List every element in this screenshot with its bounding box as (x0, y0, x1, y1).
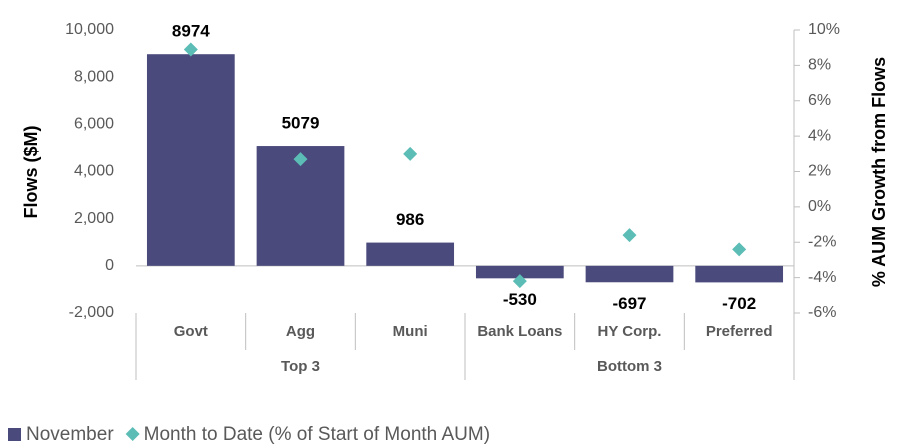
y2-tick-label: 4% (808, 127, 831, 144)
x-tick-label: Muni (393, 323, 428, 340)
y-tick-label: 0 (105, 257, 114, 274)
marker (512, 274, 527, 289)
y2-tick-label: 10% (808, 21, 840, 38)
data-label: 5079 (282, 114, 320, 133)
marker (403, 146, 418, 161)
x-tick-label: Bank Loans (477, 323, 562, 340)
legend-label: Month to Date (% of Start of Month AUM) (144, 424, 490, 445)
y2-tick-label: 6% (808, 92, 831, 109)
y2-tick-label: -4% (808, 269, 836, 286)
legend-swatch (125, 427, 140, 441)
y2-axis-label: % AUM Growth from Flows (869, 57, 889, 287)
data-label: 8974 (172, 22, 210, 41)
y2-tick-label: -2% (808, 233, 836, 250)
y-tick-label: 2,000 (74, 210, 114, 227)
y-tick-label: 10,000 (65, 21, 114, 38)
bar (695, 265, 784, 283)
data-label: -702 (722, 294, 756, 313)
group-label: Bottom 3 (597, 358, 662, 375)
bar (366, 242, 455, 266)
y-axis-label: Flows ($M) (21, 125, 41, 218)
marker (183, 42, 198, 57)
y-tick-label: 8,000 (74, 68, 114, 85)
y2-tick-label: -6% (808, 304, 836, 321)
x-tick-label: Preferred (706, 323, 773, 340)
x-tick-label: HY Corp. (598, 323, 662, 340)
x-tick-label: Agg (286, 323, 315, 340)
marker (293, 152, 308, 167)
marker (732, 242, 747, 257)
bar (585, 265, 674, 283)
group-label: Top 3 (281, 358, 320, 375)
bar (475, 265, 564, 279)
y2-tick-label: 8% (808, 57, 831, 74)
y-tick-label: -2,000 (69, 304, 114, 321)
data-label: 986 (396, 210, 424, 229)
x-tick-label: Govt (174, 323, 208, 340)
legend-label: November (26, 424, 114, 445)
y2-tick-label: 2% (808, 163, 831, 180)
data-label: -697 (612, 294, 646, 313)
marker (622, 228, 637, 243)
y2-tick-label: 0% (808, 198, 831, 215)
y-tick-label: 6,000 (74, 116, 114, 133)
bar (146, 54, 235, 266)
y-tick-label: 4,000 (74, 163, 114, 180)
legend-swatch (8, 428, 21, 441)
data-label: -530 (503, 290, 537, 309)
